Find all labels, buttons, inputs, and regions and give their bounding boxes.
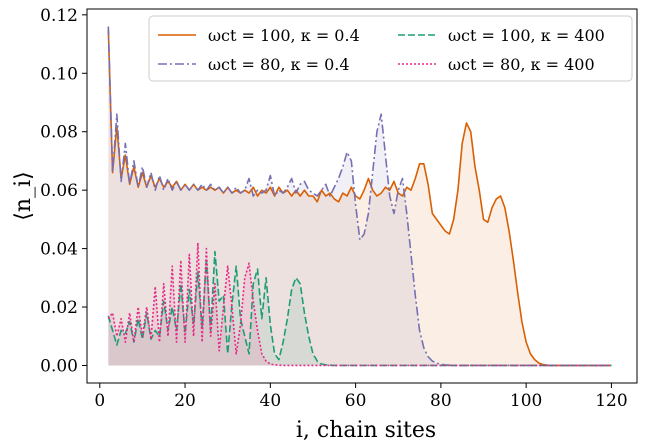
series-line-1	[107, 26, 612, 367]
y-tick-label-4: 0.08	[40, 123, 78, 143]
y-axis: 0.00 0.02 0.04 0.06 0.08 0.10 0.12	[40, 6, 87, 376]
legend-frame	[148, 15, 633, 82]
legend-label-2: ωct = 100, κ = 400	[448, 26, 605, 45]
x-tick-label-0: 0	[94, 391, 105, 411]
y-axis-label: ⟨n_i⟩	[11, 171, 36, 220]
plot-frame	[86, 8, 638, 384]
series-line-2	[107, 250, 612, 367]
legend-label-1: ωct = 80, κ = 0.4	[208, 55, 350, 74]
y-tick-label-2: 0.04	[40, 240, 78, 260]
legend-label-0: ωct = 100, κ = 0.4	[208, 26, 360, 45]
series-line-3	[107, 241, 612, 367]
y-tick-label-6: 0.12	[40, 6, 78, 26]
y-tick-label-5: 0.10	[40, 64, 78, 84]
y-tick-label-3: 0.06	[40, 181, 78, 201]
y-tick-label-0: 0.00	[40, 356, 78, 376]
x-tick-label-4: 80	[430, 391, 452, 411]
y-tick-label-1: 0.02	[40, 298, 78, 318]
x-tick-label-2: 40	[260, 391, 282, 411]
series-lines	[107, 26, 612, 367]
x-axis-label: i, chain sites	[296, 418, 436, 443]
x-tick-label-5: 100	[510, 391, 542, 411]
x-axis: 0 20 40 60 80 100 120	[94, 383, 628, 411]
series-fill-3	[108, 242, 612, 366]
x-tick-label-6: 120	[595, 391, 627, 411]
x-tick-label-1: 20	[174, 391, 196, 411]
legend: ωct = 100, κ = 0.4 ωct = 80, κ = 0.4 ωct =…	[148, 15, 633, 82]
legend-label-3: ωct = 80, κ = 400	[448, 55, 595, 74]
x-tick-label-3: 60	[345, 391, 367, 411]
series-line-0	[107, 29, 612, 367]
